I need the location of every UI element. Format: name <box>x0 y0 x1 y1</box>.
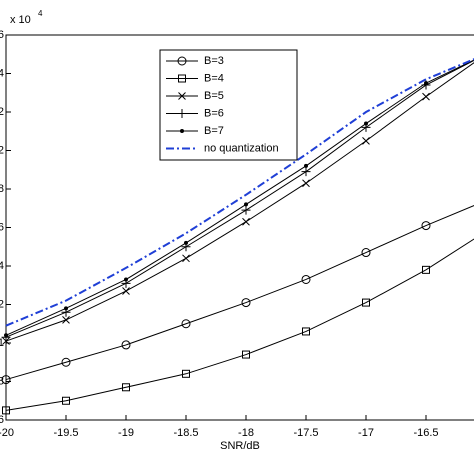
y-tick-label: 1.8 <box>0 183 4 195</box>
series-line <box>5 238 474 411</box>
y-tick-label: 0.6 <box>0 414 4 426</box>
x-tick-label: -16.5 <box>413 427 438 439</box>
marker <box>1 375 11 385</box>
legend-label: B=7 <box>204 125 224 137</box>
marker <box>182 369 190 378</box>
marker <box>301 274 311 284</box>
y-tick-label: 1.6 <box>0 221 4 233</box>
legend-marker <box>178 92 186 100</box>
marker <box>61 357 71 367</box>
x-tick-label: -20 <box>0 427 14 439</box>
x-tick-label: -17.5 <box>293 427 318 439</box>
legend-label: B=4 <box>204 72 224 84</box>
marker <box>64 306 68 311</box>
marker <box>2 406 10 415</box>
series-line <box>5 58 474 327</box>
marker <box>422 92 430 101</box>
marker <box>302 327 310 336</box>
legend-label: B=6 <box>204 107 224 119</box>
legend-label: no quantization <box>204 142 279 154</box>
legend-label: B=5 <box>204 90 224 102</box>
marker <box>241 298 251 308</box>
y-tick-label: 1 <box>0 337 4 349</box>
legend-box <box>159 49 298 161</box>
marker <box>361 248 371 258</box>
marker <box>242 217 250 226</box>
y-tick-label: 1.2 <box>0 298 4 310</box>
marker <box>244 202 248 207</box>
x-tick-label: -18.5 <box>173 427 198 439</box>
marker <box>362 298 370 307</box>
legend-label: B=3 <box>204 55 224 67</box>
marker <box>301 167 311 177</box>
legend-marker <box>178 74 186 83</box>
x-tick-label: -19.5 <box>53 427 78 439</box>
marker <box>124 277 128 282</box>
y-tick-label: 2.2 <box>0 106 4 118</box>
legend-marker <box>180 129 184 133</box>
marker <box>122 287 130 295</box>
legend-marker <box>178 92 186 100</box>
legend-marker <box>177 109 187 118</box>
x-tick-label: -19 <box>118 427 134 439</box>
marker <box>304 163 308 168</box>
legend-marker <box>177 56 187 66</box>
marker <box>362 137 370 145</box>
legend-marker <box>180 129 184 133</box>
marker <box>62 396 70 405</box>
marker <box>62 316 70 324</box>
legend-marker <box>177 56 187 66</box>
marker <box>121 340 131 350</box>
marker <box>364 121 368 126</box>
marker <box>422 265 430 274</box>
legend-marker <box>178 74 186 83</box>
y-tick-label: 2.6 <box>0 29 4 41</box>
x-tick-label: -18 <box>238 427 254 439</box>
marker <box>241 205 251 215</box>
marker <box>302 179 310 188</box>
marker <box>122 383 130 392</box>
y-tick-label: 1.4 <box>0 260 4 272</box>
y-tick-label: 2.4 <box>0 67 4 79</box>
y-tick-label: 2 <box>0 144 4 156</box>
x-axis-label: SNR/dB <box>220 440 260 452</box>
legend-marker <box>177 109 187 118</box>
marker <box>421 221 431 231</box>
marker <box>4 333 8 338</box>
y-multiplier: x 10 <box>10 14 31 26</box>
y-multiplier-exponent: 4 <box>38 9 43 18</box>
marker <box>242 350 250 359</box>
x-tick-label: -17 <box>358 427 374 439</box>
marker <box>424 81 428 86</box>
marker <box>181 319 191 329</box>
marker <box>184 240 188 245</box>
series-line <box>5 205 474 381</box>
marker <box>182 254 190 263</box>
